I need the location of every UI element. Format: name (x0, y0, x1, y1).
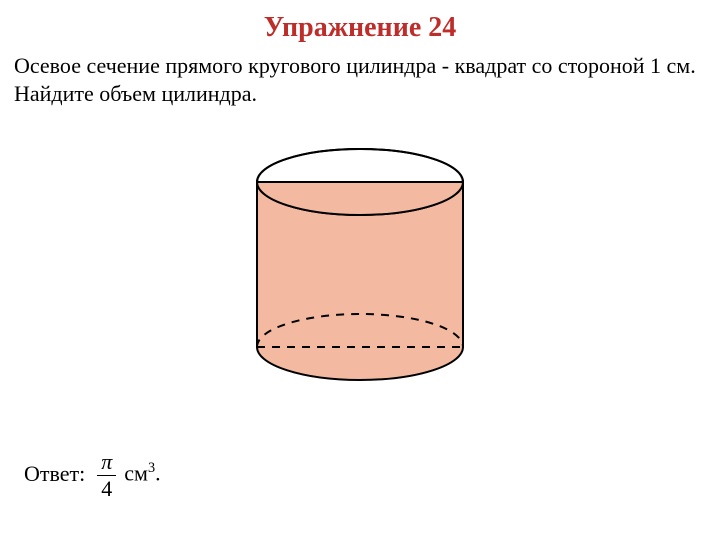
cylinder-svg (244, 135, 476, 385)
answer-unit: см3. (124, 460, 160, 486)
answer-fraction: π 4 (97, 451, 116, 500)
cylinder-figure (0, 135, 720, 385)
problem-text: Осевое сечение прямого кругового цилиндр… (14, 53, 696, 106)
title-text: Упражнение 24 (264, 12, 457, 43)
answer-row: Ответ: π 4 см3. (24, 449, 161, 498)
fraction-denominator: 4 (97, 475, 116, 500)
fraction-numerator: π (97, 451, 116, 475)
page-title: Упражнение 24 (0, 0, 720, 52)
answer-tail: . (155, 461, 161, 486)
problem-statement: Осевое сечение прямого кругового цилиндр… (0, 52, 720, 107)
answer-label: Ответ: (24, 461, 85, 487)
unit-base: см (124, 461, 148, 486)
